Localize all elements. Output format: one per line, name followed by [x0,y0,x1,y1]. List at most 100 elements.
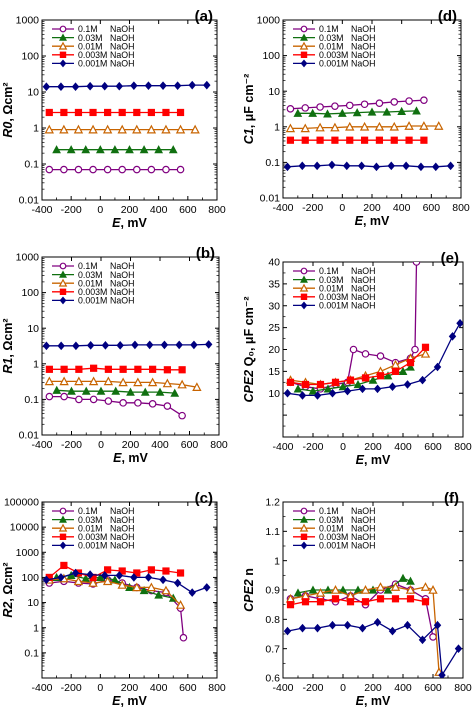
data-point [406,595,415,603]
data-point [146,582,157,592]
y-tick-label: 1000 [16,15,40,27]
data-point [418,635,427,645]
panel-a: -400 -200 0 200 400 600 800 0.01 0.1 1 10 100 1000 (a… [1,8,226,230]
legend-entry: 0.1M [319,266,339,276]
legend-entry: 0.1M [319,24,339,34]
series-0 [45,165,185,174]
data-point [433,362,442,372]
y-tick-label: 1 [274,555,280,567]
legend-entry-electrolyte: NaOH [110,59,134,69]
data-point [140,387,150,396]
data-point [406,362,415,371]
legend-marker [299,41,309,50]
data-point [346,598,355,606]
data-point [117,124,127,134]
data-point [421,598,430,606]
x-tick-label: 600 [424,682,442,694]
x-tick-label: -200 [302,202,323,214]
x-tick-label: 800 [208,682,226,694]
series-2 [44,573,186,609]
data-point [375,136,384,144]
x-tick-label: 0 [97,204,103,216]
x-tick-label: 800 [210,439,228,451]
y-axis-label: CPE2 n [242,568,256,612]
panel-label: (f) [444,490,459,507]
legend-entry: 0.1M [319,506,339,516]
legend-marker [300,301,308,310]
y-axis-label: R0, Ωcm² [1,82,15,137]
data-point [454,644,463,653]
data-point [96,386,106,395]
x-axis-label: E, mV [356,453,391,467]
legend-entry: 0.003M [78,287,107,297]
y-tick-label: 10000 [10,522,39,534]
data-point [176,108,185,117]
y-tick-label: 1000 [16,252,40,264]
y-tick-label: 1.1 [265,526,280,538]
series-3 [286,595,430,609]
data-point [162,378,173,388]
y-axis-label-italic: R2 [1,602,15,618]
legend-entry-electrolyte: NaOH [110,24,134,34]
x-tick-label: 800 [452,202,470,214]
data-point [286,136,295,144]
legend-marker [300,51,308,58]
data-point [283,388,292,398]
legend-entry-electrolyte: NaOH [110,541,134,551]
legend-entry: 0.001M [319,59,348,69]
legend-entry: 0.01M [319,41,343,51]
data-point [154,145,164,154]
data-point [337,108,347,117]
legend-marker [58,523,68,532]
legend-marker [59,262,67,270]
data-point [95,145,105,154]
data-point [72,341,80,351]
x-tick-label: -200 [302,441,323,453]
data-point [376,595,385,603]
data-point [411,345,419,354]
data-point [45,392,54,401]
data-point [130,81,138,90]
series-4 [42,568,211,597]
data-point [285,123,296,133]
legend-marker [58,41,68,50]
data-point [74,108,83,117]
x-tick-label: 400 [394,682,412,694]
series-line [287,621,460,678]
legend-marker [59,33,67,41]
x-tick-label: 400 [393,202,411,214]
x-tick-label: 400 [150,682,168,694]
legend-entry: 0.003M [319,292,348,302]
legend-marker [299,283,309,292]
data-point [119,399,127,407]
data-point [103,165,112,174]
data-point [403,380,412,389]
legend-entry-electrolyte: NaOH [351,506,375,516]
legend-entry: 0.1M [78,24,98,34]
data-point [361,350,370,358]
y-tick-label: 0.7 [265,643,280,655]
data-point [331,102,339,110]
data-point [59,124,69,134]
data-point [163,366,171,374]
legend-entry-electrolyte: NaOH [351,541,375,551]
x-axis-label-rest: , mV [363,214,390,228]
data-point [373,617,382,627]
data-point [434,121,444,130]
data-point [144,81,153,90]
data-point [343,386,352,396]
data-point [398,573,408,582]
x-axis-label-italic: E [356,453,365,467]
data-point [57,573,65,582]
data-point [101,341,110,350]
data-point [397,106,407,116]
data-point [376,352,385,360]
series-3 [45,561,185,582]
y-axis-label-italic: C1 [242,128,256,144]
data-point [328,388,337,398]
series-4 [42,80,211,92]
x-tick-label: -200 [61,682,82,694]
x-tick-label: -400 [272,682,293,694]
x-tick-label: -200 [302,682,323,694]
